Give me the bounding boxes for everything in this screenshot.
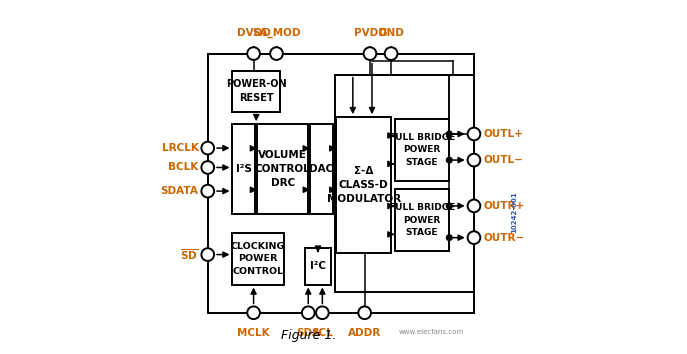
Text: 10242-001: 10242-001 (512, 192, 517, 233)
Text: OUTL−: OUTL− (483, 155, 523, 165)
Bar (232, 124, 256, 214)
Text: SA_MOD: SA_MOD (252, 28, 301, 39)
Text: $\overline{\mathbf{SD}}$: $\overline{\mathbf{SD}}$ (181, 247, 199, 262)
Circle shape (447, 157, 452, 163)
Text: POWER-ON
RESET: POWER-ON RESET (226, 80, 286, 103)
Bar (394, 119, 449, 181)
Text: OUTR−: OUTR− (483, 233, 524, 242)
Text: LRCLK: LRCLK (161, 143, 199, 153)
Bar (207, 53, 474, 313)
Circle shape (468, 200, 480, 212)
Circle shape (201, 161, 214, 174)
Text: MCLK: MCLK (237, 328, 270, 338)
Text: ADDR: ADDR (348, 328, 381, 338)
Bar (257, 124, 308, 214)
Text: I²C: I²C (310, 261, 326, 271)
Circle shape (468, 231, 480, 244)
Text: FULL BRIDGE
POWER
STAGE: FULL BRIDGE POWER STAGE (389, 203, 455, 237)
Text: SDA: SDA (296, 328, 320, 338)
Bar (310, 124, 333, 214)
Bar (232, 233, 284, 285)
Circle shape (270, 47, 283, 60)
Text: CLOCKING
POWER
CONTROL: CLOCKING POWER CONTROL (231, 242, 285, 276)
Bar (232, 71, 280, 112)
Text: OUTR+: OUTR+ (483, 201, 524, 211)
Text: SCL: SCL (311, 328, 333, 338)
Circle shape (447, 203, 452, 209)
Circle shape (447, 235, 452, 240)
Circle shape (201, 248, 214, 261)
Text: Figure 1.: Figure 1. (280, 329, 336, 342)
Circle shape (201, 142, 214, 154)
Text: BCLK: BCLK (168, 162, 199, 172)
Text: Σ-Δ
CLASS-D
MODULATOR: Σ-Δ CLASS-D MODULATOR (327, 166, 401, 204)
Text: FULL BRIDGE
POWER
STAGE: FULL BRIDGE POWER STAGE (389, 133, 455, 167)
Text: SDATA: SDATA (161, 186, 199, 196)
Text: PVDD: PVDD (354, 28, 386, 39)
Circle shape (302, 307, 315, 319)
Text: OUTL+: OUTL+ (483, 129, 523, 139)
Text: DAC: DAC (309, 164, 334, 174)
Circle shape (247, 307, 260, 319)
Circle shape (363, 47, 376, 60)
Text: www.elecfans.com: www.elecfans.com (399, 329, 464, 335)
Circle shape (359, 307, 371, 319)
Circle shape (201, 185, 214, 198)
Text: GND: GND (378, 28, 404, 39)
Text: I²S: I²S (236, 164, 252, 174)
Bar (394, 189, 449, 251)
Circle shape (385, 47, 398, 60)
Bar (335, 75, 474, 292)
Circle shape (468, 128, 480, 140)
Circle shape (468, 154, 480, 166)
Bar (305, 247, 331, 285)
Text: DVDD: DVDD (236, 28, 271, 39)
Circle shape (316, 307, 328, 319)
Circle shape (447, 131, 452, 137)
Text: VOLUME
CONTROL
DRC: VOLUME CONTROL DRC (255, 150, 311, 188)
Circle shape (247, 47, 260, 60)
Bar (337, 117, 391, 253)
